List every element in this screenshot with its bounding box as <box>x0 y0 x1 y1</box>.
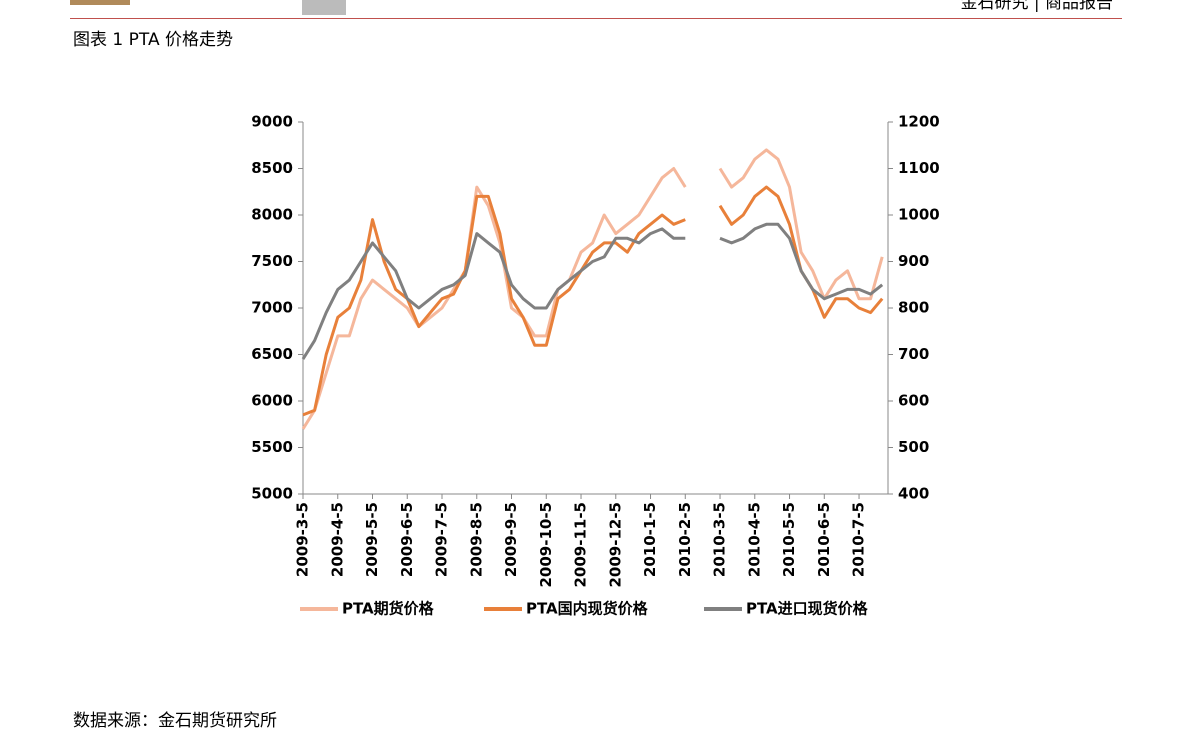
y2-tick-label: 1100 <box>898 159 940 177</box>
y-tick-label: 5500 <box>251 438 293 456</box>
logo-box <box>302 0 346 15</box>
legend-label: PTA进口现货价格 <box>746 600 869 618</box>
y2-tick-label: 1000 <box>898 206 940 224</box>
x-tick-label: 2009-3-5 <box>294 502 312 577</box>
x-tick-label: 2009-12-5 <box>606 502 624 588</box>
figure-title: 图表 1 PTA 价格走势 <box>73 30 233 50</box>
y-tick-label: 8000 <box>251 206 293 224</box>
x-tick-label: 2009-8-5 <box>467 502 485 577</box>
y-tick-label: 9000 <box>251 113 293 131</box>
y-tick-label: 7500 <box>251 252 293 270</box>
y2-tick-label: 800 <box>898 299 929 317</box>
legend-label: PTA国内现货价格 <box>526 600 649 618</box>
y2-tick-label: 500 <box>898 438 929 456</box>
y2-tick-label: 700 <box>898 345 929 363</box>
x-tick-label: 2009-9-5 <box>502 502 520 577</box>
source-note: 数据来源：金石期货研究所 <box>73 711 277 731</box>
y-tick-label: 5000 <box>251 485 293 503</box>
x-tick-label: 2009-6-5 <box>398 502 416 577</box>
chart: 5000 5500 6000 6500 7000 7500 8000 8500 9000 400 5… <box>251 113 940 618</box>
x-tick-label: 2010-2-5 <box>676 502 694 577</box>
header-rule <box>70 18 1122 19</box>
x-tick-label: 2009-10-5 <box>537 502 555 588</box>
x-tick-label: 2009-11-5 <box>572 502 590 588</box>
series-line <box>301 148 884 430</box>
header-right: 金石研究 | 商品报告 <box>960 0 1113 13</box>
y-tick-label: 6500 <box>251 345 293 363</box>
x-tick-label: 2009-4-5 <box>328 502 346 577</box>
y2-tick-label: 900 <box>898 252 929 270</box>
x-tick-label: 2009-7-5 <box>433 502 451 577</box>
x-tick-label: 2010-4-5 <box>745 502 763 577</box>
x-tick-label: 2010-5-5 <box>780 502 798 577</box>
y2-tick-label: 400 <box>898 485 929 503</box>
y-tick-label: 8500 <box>251 159 293 177</box>
y-tick-label: 6000 <box>251 392 293 410</box>
logo-bar <box>70 0 130 5</box>
y2-tick-label: 600 <box>898 392 929 410</box>
x-tick-label: 2010-3-5 <box>711 502 729 577</box>
series-line <box>301 222 884 360</box>
y2-tick-label: 1200 <box>898 113 940 131</box>
x-tick-label: 2010-1-5 <box>641 502 659 577</box>
x-tick-label: 2010-7-5 <box>850 502 868 577</box>
y-tick-label: 7000 <box>251 299 293 317</box>
x-tick-label: 2009-5-5 <box>363 502 381 577</box>
x-tick-label: 2010-6-5 <box>815 502 833 577</box>
legend-label: PTA期货价格 <box>342 600 435 618</box>
